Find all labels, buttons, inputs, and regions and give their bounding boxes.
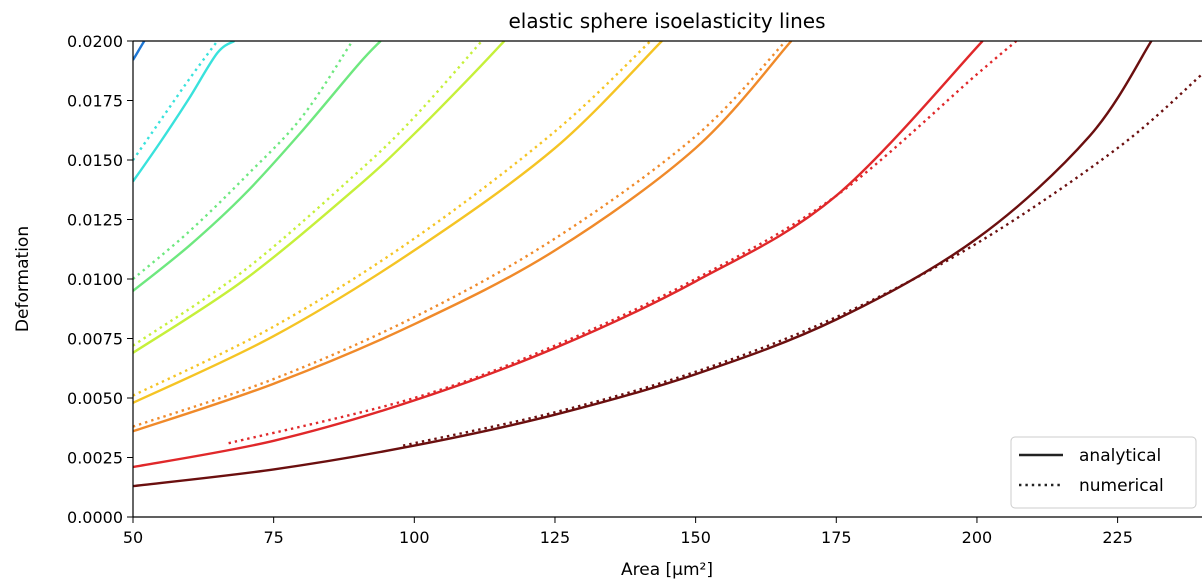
analytical-line-3 — [133, 41, 382, 292]
numerical-line-4 — [133, 41, 483, 347]
x-ticks: 50 75 100 125 150 175 200 225 — [123, 517, 1133, 547]
numerical-line-6 — [133, 41, 787, 428]
x-tick-label: 225 — [1102, 528, 1133, 547]
analytical-line-5 — [133, 41, 663, 404]
numerical-line-5 — [133, 41, 652, 397]
y-tick-label: 0.0050 — [67, 389, 123, 408]
x-tick-label: 150 — [680, 528, 711, 547]
y-tick-label: 0.0100 — [67, 270, 123, 289]
series-layer — [133, 41, 1202, 488]
numerical-line-7 — [228, 41, 1018, 445]
y-tick-label: 0.0075 — [67, 330, 123, 349]
numerical-line-8 — [402, 73, 1202, 447]
analytical-line-4 — [133, 41, 506, 354]
legend-label-analytical: analytical — [1079, 446, 1161, 466]
y-tick-label: 0.0125 — [67, 211, 123, 230]
x-tick-label: 125 — [540, 528, 571, 547]
analytical-line-2 — [133, 41, 235, 183]
numerical-line-3 — [133, 41, 354, 280]
y-tick-label: 0.0150 — [67, 151, 123, 170]
y-tick-label: 0.0175 — [67, 92, 123, 111]
x-tick-label: 75 — [263, 528, 283, 547]
y-tick-label: 0.0000 — [67, 508, 123, 527]
analytical-line-1 — [133, 41, 146, 61]
legend: analytical numerical — [1010, 436, 1197, 509]
y-ticks: 0.0000 0.0025 0.0050 0.0075 0.0100 0.0125 0.01… — [67, 32, 133, 527]
x-tick-label: 50 — [123, 528, 143, 547]
x-axis-label: Area [µm²] — [621, 560, 713, 580]
analytical-line-8 — [133, 41, 1153, 488]
analytical-line-6 — [133, 41, 793, 433]
chart-title: elastic sphere isoelasticity lines — [508, 9, 825, 33]
x-tick-label: 175 — [821, 528, 852, 547]
x-tick-label: 200 — [962, 528, 993, 547]
y-axis-label: Deformation — [13, 226, 33, 332]
numerical-line-2 — [133, 41, 219, 161]
y-tick-label: 0.0025 — [67, 449, 123, 468]
legend-label-numerical: numerical — [1079, 476, 1164, 496]
y-tick-label: 0.0200 — [67, 32, 123, 51]
analytical-line-7 — [133, 41, 984, 469]
x-tick-label: 100 — [399, 528, 430, 547]
